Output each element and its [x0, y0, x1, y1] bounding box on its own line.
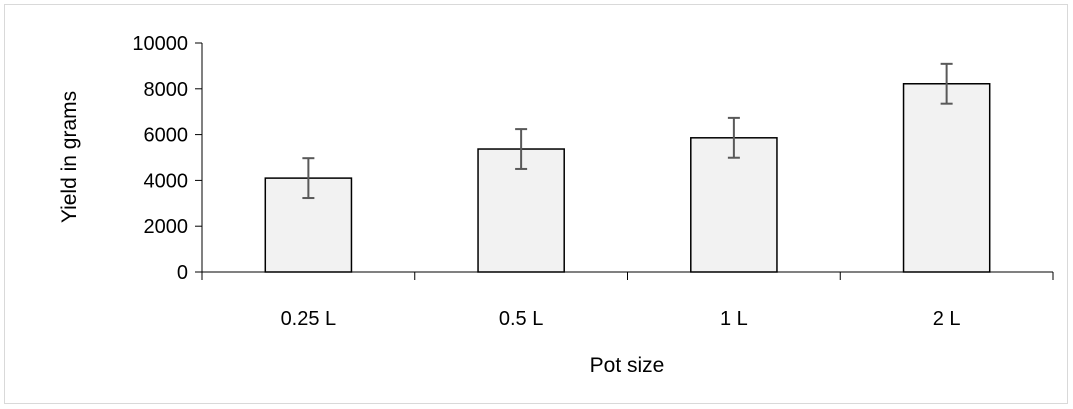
- y-ticks-group: 0 2000 4000 6000 8000 10000: [132, 33, 202, 284]
- x-tick-label: 0.25 L: [281, 308, 337, 330]
- x-tick-label: 2 L: [933, 308, 961, 330]
- y-tick-label: 8000: [144, 79, 189, 101]
- x-axis-title: Pot size: [590, 354, 665, 377]
- bars-group: [264, 83, 991, 273]
- x-tick-label: 1 L: [720, 308, 748, 330]
- bar: [902, 83, 991, 273]
- y-tick-label: 0: [177, 262, 188, 284]
- y-tick-label: 10000: [132, 33, 188, 55]
- y-tick-label: 2000: [144, 216, 189, 238]
- y-axis-title: Yield in grams: [58, 91, 81, 223]
- x-tick-label: 0.5 L: [499, 308, 543, 330]
- y-tick-label: 4000: [144, 170, 189, 192]
- bar: [690, 137, 778, 273]
- x-ticks-group: 0.25 L 0.5 L 1 L 2 L: [201, 272, 1054, 330]
- y-tick-label: 6000: [144, 125, 189, 147]
- error-bars-group: [302, 62, 953, 200]
